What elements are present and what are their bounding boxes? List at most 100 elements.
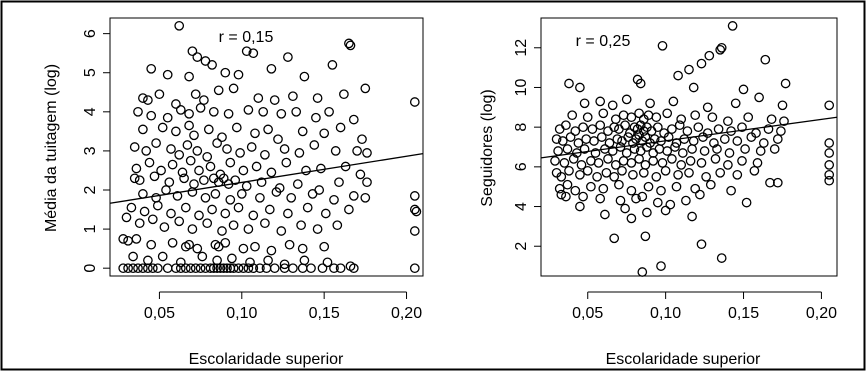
y-tick-label: 10 xyxy=(513,78,530,96)
data-point xyxy=(749,165,760,176)
data-point xyxy=(288,263,298,274)
data-point xyxy=(172,191,183,201)
data-point xyxy=(578,191,588,202)
data-point xyxy=(233,202,244,213)
data-point xyxy=(134,218,145,229)
data-point xyxy=(236,189,247,199)
data-point xyxy=(589,136,599,146)
data-point xyxy=(687,211,697,222)
data-point xyxy=(561,120,571,131)
data-point xyxy=(258,106,269,117)
data-point xyxy=(628,169,638,180)
data-point xyxy=(171,126,181,137)
data-point xyxy=(564,78,574,89)
data-point xyxy=(311,112,321,123)
data-point xyxy=(688,82,699,93)
x-tick-label: 0,15 xyxy=(728,305,759,322)
data-point xyxy=(175,105,186,115)
data-point xyxy=(645,98,655,109)
left-scatter-plot: 0,05 0,10 0,15 0,20 0 1 2 3 4 5 6 r = 0,15 Escola… xyxy=(43,17,424,368)
data-point xyxy=(648,156,659,166)
data-point xyxy=(637,267,648,277)
data-point xyxy=(634,130,644,140)
x-axis-label: Escolaridade superior xyxy=(189,351,344,368)
plot-frame xyxy=(540,17,838,277)
data-point xyxy=(590,148,601,158)
data-point xyxy=(248,48,259,59)
data-point xyxy=(263,124,273,135)
data-point xyxy=(192,146,203,156)
data-point xyxy=(348,191,359,201)
data-point xyxy=(157,251,168,262)
data-point xyxy=(299,255,310,266)
data-point xyxy=(631,193,641,204)
data-point xyxy=(322,257,333,268)
data-point xyxy=(824,100,835,111)
data-point xyxy=(182,140,193,150)
data-point xyxy=(283,52,293,62)
data-point xyxy=(174,149,185,160)
data-point xyxy=(551,134,562,144)
data-point xyxy=(260,218,270,229)
data-point xyxy=(621,148,632,158)
data-point xyxy=(769,144,780,154)
data-point xyxy=(167,159,178,170)
data-point xyxy=(309,140,320,150)
data-point xyxy=(266,167,277,178)
data-point xyxy=(716,42,727,53)
data-point xyxy=(695,189,705,200)
data-point xyxy=(187,46,198,57)
data-point xyxy=(253,93,264,103)
data-point xyxy=(657,158,668,168)
data-point xyxy=(586,156,596,166)
data-point xyxy=(146,239,157,250)
data-point xyxy=(357,134,367,145)
data-point xyxy=(640,231,651,242)
data-point xyxy=(824,175,835,186)
data-point xyxy=(612,134,623,144)
data-point xyxy=(162,112,173,123)
data-point xyxy=(651,171,662,182)
x-tick-label: 0,10 xyxy=(650,305,681,322)
data-point xyxy=(284,239,295,250)
data-point xyxy=(626,213,637,224)
x-axis-ticks: 0,05 0,10 0,15 0,20 xyxy=(572,291,837,322)
data-point xyxy=(562,144,573,154)
data-point xyxy=(195,263,206,274)
data-point xyxy=(131,163,142,174)
data-point xyxy=(345,40,356,51)
y-tick-label: 5 xyxy=(82,68,99,77)
data-point xyxy=(732,136,743,146)
data-point xyxy=(710,154,721,164)
data-point xyxy=(271,187,282,197)
data-point xyxy=(409,97,420,107)
data-point xyxy=(167,237,178,248)
data-point xyxy=(766,114,777,125)
data-point xyxy=(292,179,303,189)
data-point xyxy=(175,263,186,274)
data-point xyxy=(121,212,132,223)
data-point xyxy=(587,124,598,134)
data-point xyxy=(319,241,330,252)
y-axis-ticks: 2 4 6 8 10 12 xyxy=(513,39,541,251)
data-point xyxy=(202,218,213,229)
data-point xyxy=(238,243,249,254)
data-point xyxy=(626,112,637,123)
data-point xyxy=(238,263,249,274)
data-point xyxy=(598,183,609,194)
data-point xyxy=(681,195,691,206)
data-point xyxy=(344,38,354,49)
data-point xyxy=(607,146,618,156)
data-point xyxy=(716,253,727,263)
data-point xyxy=(595,193,606,204)
data-point xyxy=(772,134,783,144)
data-point xyxy=(241,181,252,191)
data-point xyxy=(609,233,620,244)
data-point xyxy=(208,106,219,117)
data-point xyxy=(312,93,323,103)
data-point xyxy=(208,263,219,274)
data-point xyxy=(297,263,308,274)
data-point xyxy=(668,96,679,107)
data-point xyxy=(306,263,316,274)
data-point xyxy=(164,177,175,188)
